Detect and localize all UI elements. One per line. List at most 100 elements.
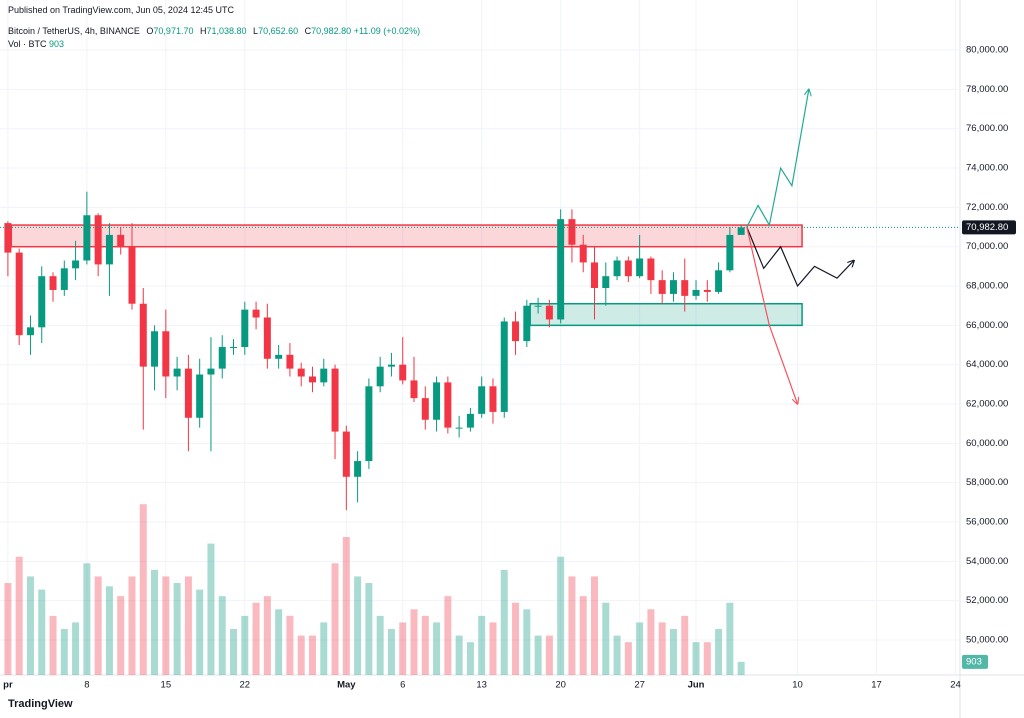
candle-body	[376, 366, 384, 387]
candle-body	[512, 321, 520, 342]
header: Published on TradingView.com, Jun 05, 20…	[8, 4, 420, 51]
candle-body	[342, 431, 350, 477]
volume-bar	[207, 543, 215, 675]
l-value: 70,652.60	[258, 26, 299, 36]
volume-badge	[962, 654, 988, 669]
candle-body	[218, 346, 226, 369]
volume-bar	[512, 602, 520, 675]
volume-bar	[49, 615, 57, 675]
x-tick-label: 13	[476, 680, 487, 691]
candle-body	[184, 368, 192, 418]
change: +11.09 (+0.02%)	[353, 26, 421, 36]
y-tick-label: 60,000.00	[966, 438, 1008, 449]
volume-bar	[624, 642, 632, 675]
volume-bar	[15, 556, 23, 675]
candle-body	[297, 368, 305, 377]
x-tick-label: Jun	[688, 680, 705, 691]
volume-bar	[376, 615, 384, 675]
volume-bar	[703, 642, 711, 675]
x-tick-label: 6	[400, 680, 405, 691]
volume-bar	[557, 556, 565, 675]
y-tick-label: 52,000.00	[966, 595, 1008, 606]
volume-bar	[636, 622, 644, 675]
candle-body	[444, 382, 452, 428]
x-tick-label: pr	[3, 680, 13, 691]
candle-body	[286, 354, 294, 369]
volume-bar	[139, 504, 147, 675]
volume-bar	[669, 629, 677, 675]
candle-body	[557, 219, 565, 320]
volume-bar	[26, 576, 34, 675]
volume-bar	[241, 615, 249, 675]
y-tick-label: 78,000.00	[966, 84, 1008, 95]
symbol: Bitcoin / TetherUS, 4h, BINANCE	[8, 26, 140, 36]
candle-body	[669, 280, 677, 294]
volume-bar	[647, 609, 655, 675]
volume-bar	[275, 609, 283, 675]
volume-bar	[83, 563, 91, 675]
volume-bar	[60, 629, 68, 675]
y-tick-label: 66,000.00	[966, 320, 1008, 331]
candle-body	[466, 413, 474, 428]
volume-bar	[252, 602, 260, 675]
x-tick-label: 10	[792, 680, 803, 691]
volume-bar	[117, 596, 125, 675]
volume-bar	[545, 635, 553, 675]
h-label: H	[199, 26, 207, 36]
volume-bar	[692, 642, 700, 675]
y-tick-label: 58,000.00	[966, 477, 1008, 488]
volume-bar	[602, 602, 610, 675]
y-tick-label: 54,000.00	[966, 556, 1008, 567]
y-tick-label: 72,000.00	[966, 202, 1008, 213]
volume-bar	[421, 615, 429, 675]
x-tick-label: 27	[634, 680, 645, 691]
candle-body	[681, 280, 689, 296]
volume-bar	[478, 615, 486, 675]
volume-bar	[286, 615, 294, 675]
candle-body	[658, 280, 666, 294]
y-tick-label: 56,000.00	[966, 517, 1008, 528]
candle-body	[331, 368, 339, 432]
o-label: O	[146, 26, 154, 36]
volume-bar	[196, 589, 204, 675]
y-tick-label: 76,000.00	[966, 123, 1008, 134]
candle-body	[308, 376, 316, 383]
volume-bar	[387, 629, 395, 675]
candle-body	[534, 305, 542, 307]
symbol-row: Bitcoin / TetherUS, 4h, BINANCE O70,971.…	[8, 25, 420, 38]
y-tick-label: 74,000.00	[966, 163, 1008, 174]
y-tick-label: 80,000.00	[966, 45, 1008, 56]
volume-bar	[331, 563, 339, 675]
candle-body	[647, 258, 655, 281]
candle-body	[726, 234, 734, 271]
candle-body	[15, 252, 23, 336]
candle-body	[26, 327, 34, 336]
candle-body	[117, 234, 125, 247]
l-label: L	[253, 26, 259, 36]
volume-row: Vol · BTC 903	[8, 38, 420, 51]
volume-bar	[263, 596, 271, 675]
candle-body	[455, 427, 463, 429]
candle-body	[545, 305, 553, 320]
candle-body	[568, 219, 576, 245]
zone	[529, 302, 803, 327]
candle-body	[241, 309, 249, 347]
volume-bar	[455, 635, 463, 675]
volume-bar	[726, 602, 734, 675]
volume-bar	[72, 622, 80, 675]
volume-bar	[568, 576, 576, 675]
candle-body	[83, 215, 91, 261]
candle-body	[410, 380, 418, 399]
volume-bar	[523, 609, 531, 675]
projection-arrow	[746, 89, 809, 228]
candle-body	[72, 260, 80, 269]
candle-body	[196, 374, 204, 418]
candle-body	[613, 260, 621, 277]
c-label: C	[304, 26, 312, 36]
candle-body	[139, 303, 147, 367]
volume-bar	[365, 583, 373, 675]
candle-body	[207, 368, 215, 375]
volume-bar	[151, 569, 159, 675]
projection-arrow	[746, 226, 854, 288]
